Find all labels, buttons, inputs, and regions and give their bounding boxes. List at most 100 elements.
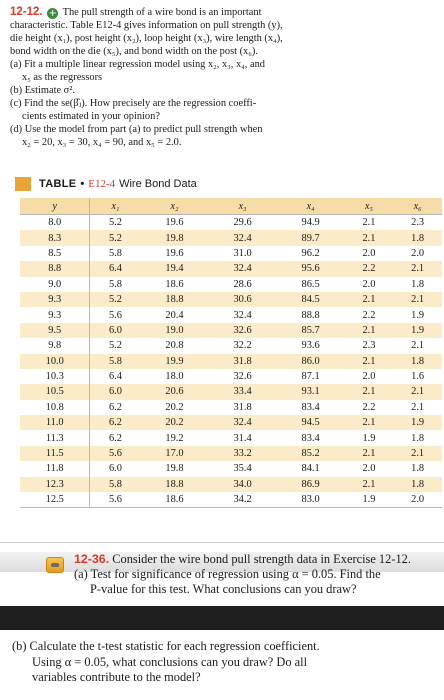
table-cell: 10.0 bbox=[20, 353, 91, 369]
table-cell: 2.0 bbox=[344, 276, 394, 292]
table-cell: 20.8 bbox=[140, 338, 209, 354]
table-cell: 19.6 bbox=[140, 245, 209, 262]
table-cell: 8.3 bbox=[20, 230, 91, 246]
table-cell: 1.8 bbox=[393, 430, 442, 446]
table-cell: 9.8 bbox=[20, 338, 91, 354]
table-cell: 19.6 bbox=[140, 214, 209, 231]
table-cell: 2.1 bbox=[393, 445, 442, 462]
table-row: 11.8 6.0 19.8 35.4 84.1 2.0 1.8 bbox=[20, 461, 442, 477]
table-cell: 9.5 bbox=[20, 322, 91, 339]
table-cell: 19.8 bbox=[140, 230, 209, 246]
table-cell: 19.2 bbox=[140, 430, 209, 446]
table-cell: 1.8 bbox=[393, 476, 442, 493]
table-cell: 10.3 bbox=[20, 368, 91, 385]
followup-part-b-cont-1: Using α = 0.05, what conclusions can you… bbox=[32, 654, 308, 669]
table-row: 9.5 6.0 19.0 32.6 85.7 2.1 1.9 bbox=[20, 322, 442, 339]
table-cell: 19.9 bbox=[140, 353, 209, 369]
table-cell: 33.4 bbox=[208, 384, 277, 400]
table-cell: 9.3 bbox=[20, 307, 91, 323]
table-cell: 12.3 bbox=[20, 476, 91, 493]
table-cell: 5.6 bbox=[89, 307, 141, 323]
table-cell: 2.1 bbox=[393, 384, 442, 400]
table-cell: 19.8 bbox=[140, 461, 209, 477]
part-d-cont: x₂ = 20, x₃ = 30, x₄ = 90, and x₅ = 2.0. bbox=[22, 137, 182, 148]
table-cell: 86.9 bbox=[276, 476, 345, 493]
table-cell: 31.8 bbox=[208, 399, 277, 416]
table-cell: 2.2 bbox=[344, 307, 394, 323]
table-cell: 93.1 bbox=[276, 384, 345, 400]
table-cell: 2.0 bbox=[393, 245, 442, 262]
table-row: 11.5 5.6 17.0 33.2 85.2 2.1 2.1 bbox=[20, 445, 442, 462]
table-cell: 32.4 bbox=[208, 307, 277, 323]
table-body: 8.0 5.2 19.6 29.6 94.9 2.1 2.3 8.3 5.2 19.8 32.4 89… bbox=[20, 214, 442, 509]
table-row: 11.0 6.2 20.2 32.4 94.5 2.1 1.9 bbox=[20, 415, 442, 431]
table-cell: 2.1 bbox=[344, 322, 394, 339]
table-cell: 5.8 bbox=[89, 245, 141, 262]
table-cell: 1.8 bbox=[393, 276, 442, 292]
table-cell: 89.7 bbox=[276, 230, 345, 246]
part-b: (b) Estimate σ². bbox=[10, 85, 75, 96]
table-cell: 11.5 bbox=[20, 445, 91, 462]
exercise-line-1: The pull strength of a wire bond is an i… bbox=[62, 7, 262, 18]
table-cell: 31.0 bbox=[208, 245, 277, 262]
table-cell: 5.8 bbox=[89, 476, 141, 493]
table-cell: 6.0 bbox=[89, 461, 141, 477]
column-header: y bbox=[20, 198, 91, 215]
table-code: E12-4 bbox=[88, 177, 116, 190]
column-header: x₃ bbox=[208, 198, 277, 215]
table-cell: 18.0 bbox=[140, 368, 209, 385]
table-cell: 86.0 bbox=[276, 353, 345, 369]
table-cell: 32.2 bbox=[208, 338, 277, 354]
table-row: 12.3 5.8 18.8 34.0 86.9 2.1 1.8 bbox=[20, 476, 442, 493]
plus-icon[interactable]: + bbox=[47, 8, 59, 19]
table-cell: 6.2 bbox=[89, 430, 141, 446]
table-cell: 2.1 bbox=[344, 415, 394, 431]
table-cell: 2.0 bbox=[393, 492, 442, 509]
table-cell: 20.6 bbox=[140, 384, 209, 400]
table-cell: 1.8 bbox=[393, 353, 442, 369]
table-cell: 28.6 bbox=[208, 276, 277, 292]
table-cell: 2.2 bbox=[344, 399, 394, 416]
table-row: 10.8 6.2 20.2 31.8 83.4 2.2 2.1 bbox=[20, 399, 442, 416]
table-cell: 1.9 bbox=[344, 430, 394, 446]
table-cell: 19.0 bbox=[140, 322, 209, 339]
table-cell: 32.6 bbox=[208, 322, 277, 339]
table-cell: 2.1 bbox=[344, 291, 394, 308]
table-cell: 17.0 bbox=[140, 445, 209, 462]
part-a: (a) Fit a multiple linear regression mod… bbox=[10, 59, 265, 70]
exercise-intro: 12-12. + The pull strength of a wire bon… bbox=[10, 6, 436, 58]
table-cell: 5.2 bbox=[89, 338, 141, 354]
wire-bond-table: y x₁ x₂ x₃ x₄ x₅ x₆ 8.0 5.2 19.6 29.6 94.9 2.1 2.3 8.… bbox=[20, 198, 442, 509]
table-cell: 5.2 bbox=[89, 214, 141, 231]
table-cell: 2.1 bbox=[393, 399, 442, 416]
table-cell: 31.4 bbox=[208, 430, 277, 446]
table-cell: 2.0 bbox=[344, 245, 394, 262]
table-cell: 93.6 bbox=[276, 338, 345, 354]
table-cell: 94.5 bbox=[276, 415, 345, 431]
eye-icon[interactable] bbox=[46, 557, 64, 573]
table-row: 8.0 5.2 19.6 29.6 94.9 2.1 2.3 bbox=[20, 214, 442, 231]
table-cell: 83.0 bbox=[276, 492, 345, 509]
table-cell: 32.4 bbox=[208, 261, 277, 277]
table-cell: 9.0 bbox=[20, 276, 91, 292]
column-header: x₁ bbox=[89, 198, 141, 215]
table-cell: 88.8 bbox=[276, 307, 345, 323]
table-cell: 1.9 bbox=[344, 492, 394, 509]
table-cell: 32.4 bbox=[208, 415, 277, 431]
table-cell: 2.1 bbox=[393, 291, 442, 308]
table-cell: 20.2 bbox=[140, 415, 209, 431]
table-row: 9.8 5.2 20.8 32.2 93.6 2.3 2.1 bbox=[20, 338, 442, 354]
table-cell: 83.4 bbox=[276, 430, 345, 446]
table-cell: 1.9 bbox=[393, 307, 442, 323]
table-cell: 5.2 bbox=[89, 291, 141, 308]
table-row: 10.3 6.4 18.0 32.6 87.1 2.0 1.6 bbox=[20, 368, 442, 385]
table-cell: 34.0 bbox=[208, 476, 277, 493]
table-cell: 6.4 bbox=[89, 368, 141, 385]
followup-part-a-cont: P-value for this test. What conclusions … bbox=[90, 582, 357, 596]
followup-part-b-cont-2: variables contribute to the model? bbox=[32, 670, 201, 685]
table-cell: 1.9 bbox=[393, 415, 442, 431]
table-cell: 6.0 bbox=[89, 384, 141, 400]
table-cell: 2.1 bbox=[344, 384, 394, 400]
table-cell: 18.8 bbox=[140, 291, 209, 308]
table-cell: 2.1 bbox=[344, 214, 394, 231]
